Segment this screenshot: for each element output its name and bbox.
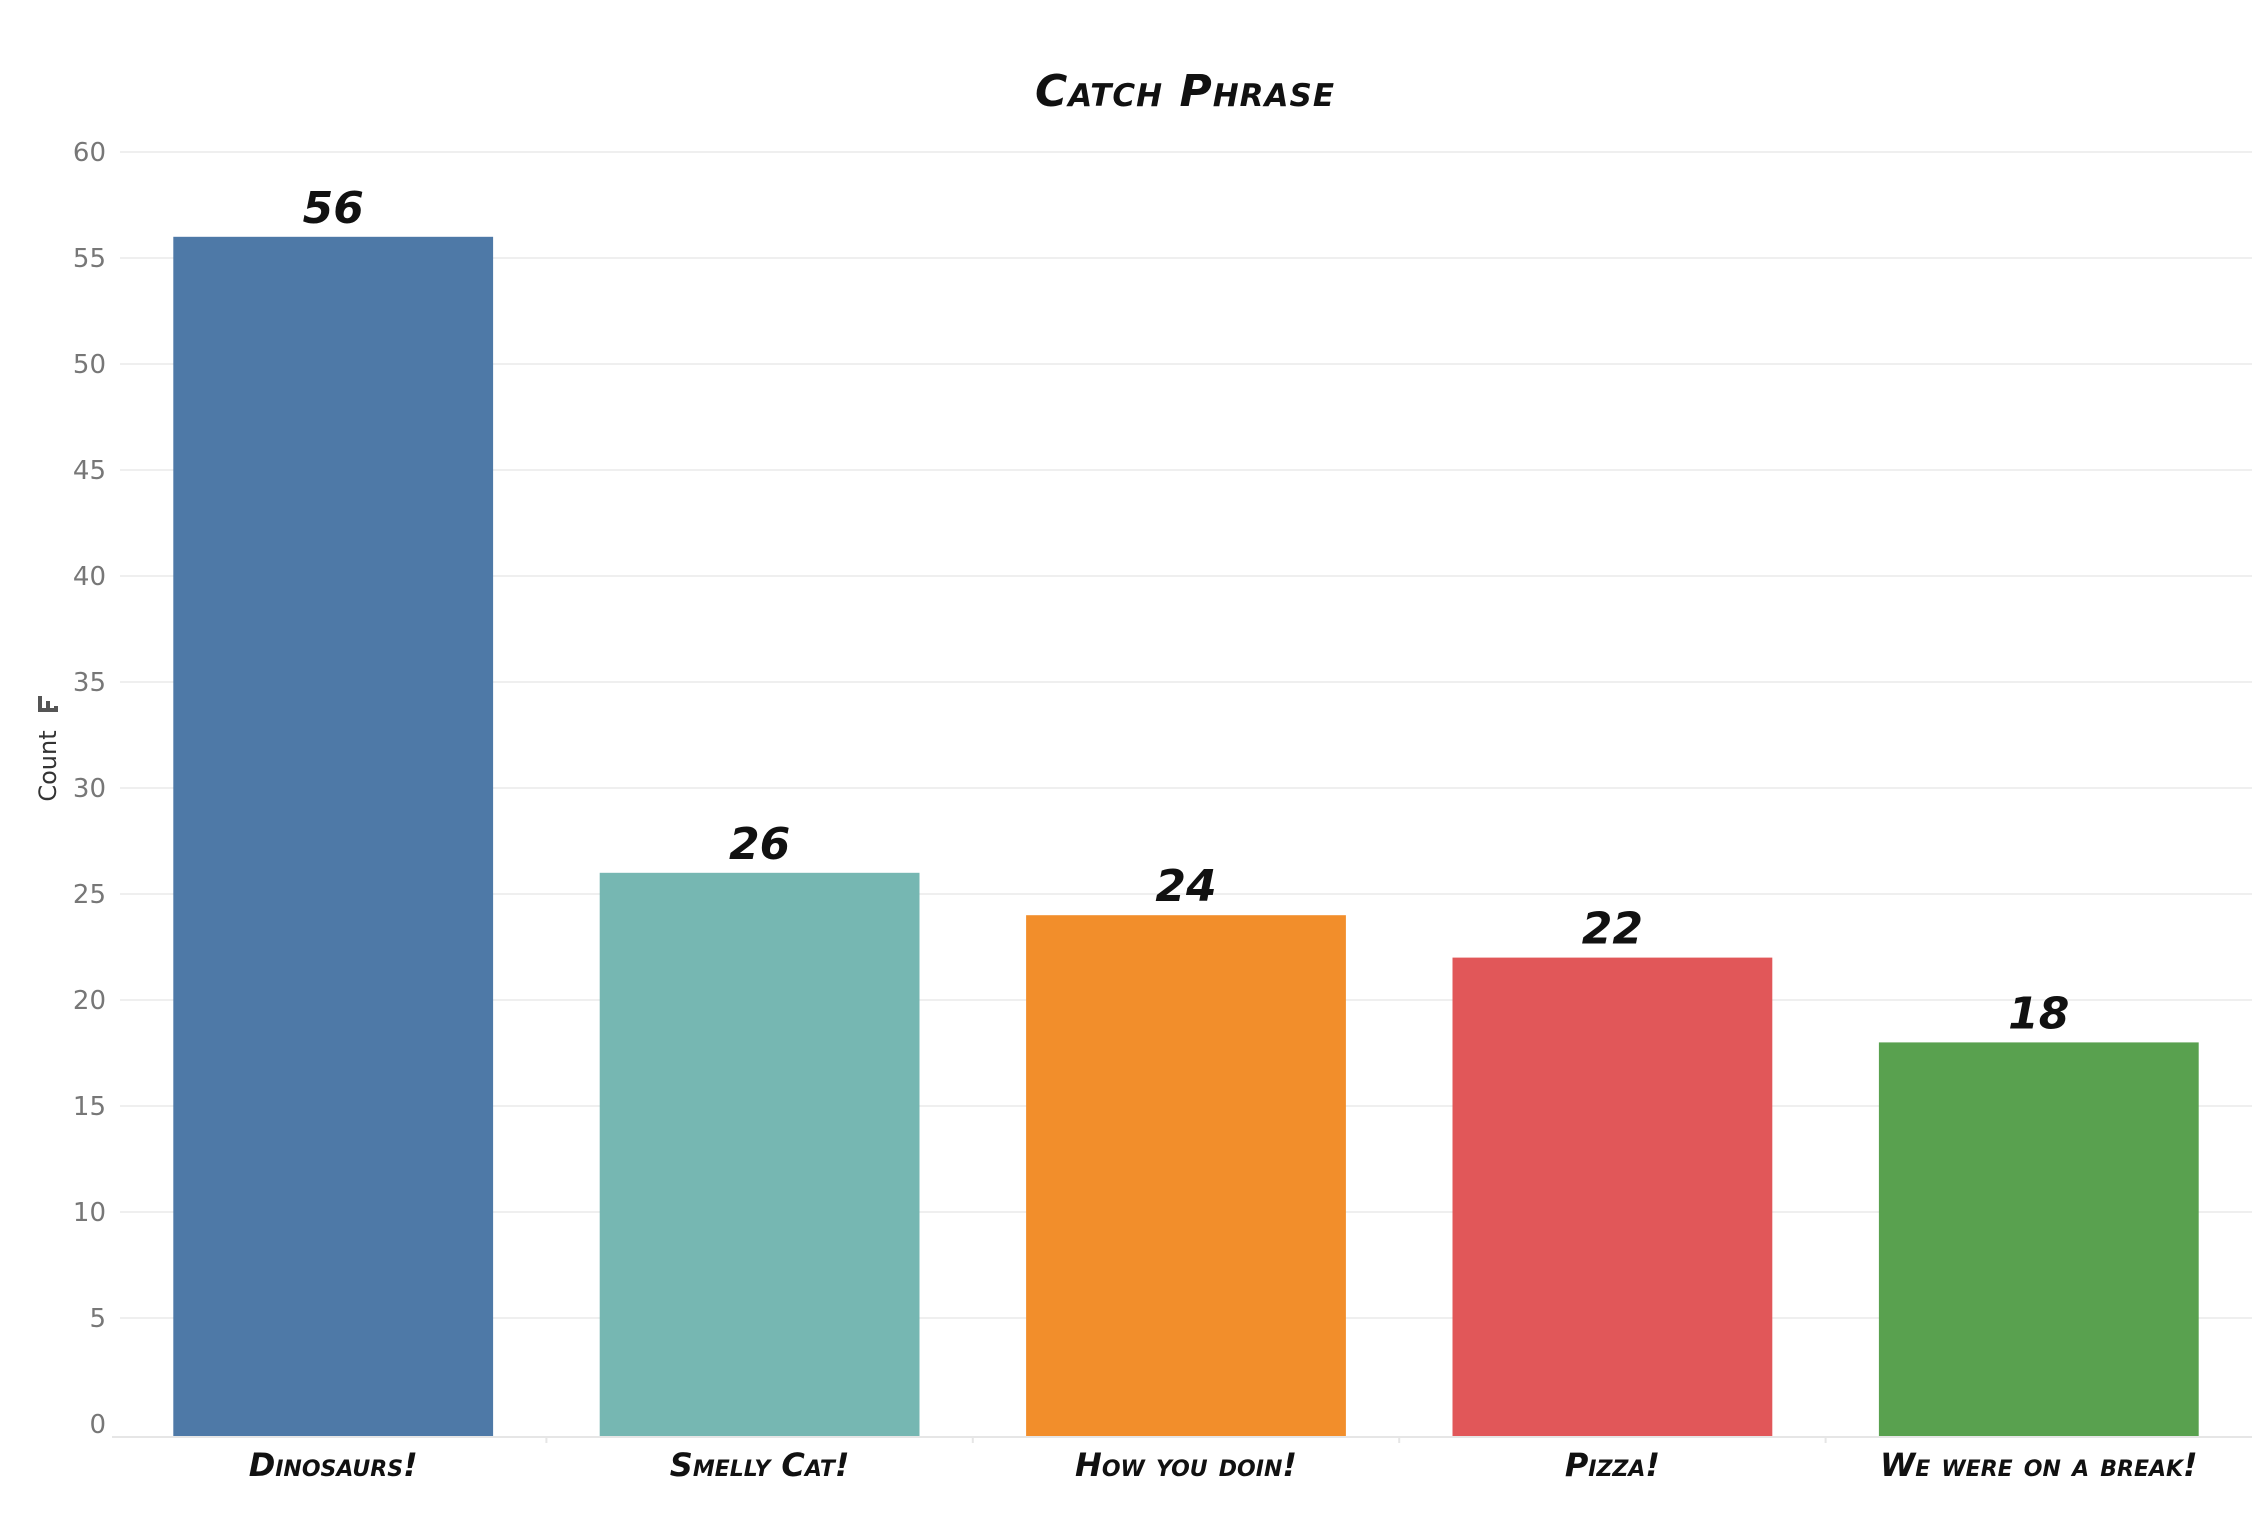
y-axis-title: Count: [34, 730, 62, 801]
y-tick-label: 55: [73, 244, 106, 274]
x-axis-labels: Dinosaurs! Smelly Cat! How you doin! Pizza!…: [249, 1437, 2198, 1484]
bar[interactable]: [1452, 957, 1773, 1437]
y-tick-label: 60: [73, 138, 106, 168]
y-axis-ticks: 0 5 10 15 20 25 30 35 40 45 50 55 60: [73, 138, 106, 1440]
y-tick-label: 10: [73, 1198, 106, 1228]
bars: [173, 236, 2199, 1437]
x-tick-label: Smelly Cat!: [670, 1446, 850, 1484]
bar-value-label: 26: [729, 819, 790, 870]
y-axis-title-group: Count: [34, 696, 62, 802]
y-tick-label: 50: [73, 350, 106, 380]
value-labels: 56 26 24 22 18: [303, 183, 2070, 1040]
bar[interactable]: [173, 236, 494, 1437]
x-tick-label: Pizza!: [1565, 1446, 1660, 1484]
y-tick-label: 45: [73, 456, 106, 486]
y-tick-label: 20: [73, 986, 106, 1016]
sort-icon[interactable]: [38, 696, 58, 712]
x-tick-label: We were on a break!: [1880, 1446, 2198, 1484]
bar-value-label: 24: [1155, 861, 1216, 912]
bar[interactable]: [1026, 915, 1346, 1437]
bar[interactable]: [1878, 1042, 2199, 1437]
y-tick-label: 0: [89, 1410, 106, 1440]
y-tick-label: 35: [73, 668, 106, 698]
x-tick-label: Dinosaurs!: [249, 1446, 418, 1484]
y-tick-label: 40: [73, 562, 106, 592]
y-tick-label: 30: [73, 774, 106, 804]
bar-value-label: 56: [303, 183, 364, 234]
chart-title: Catch Phrase: [1035, 66, 1335, 117]
bar-value-label: 22: [1582, 904, 1643, 955]
y-tick-label: 5: [89, 1304, 106, 1334]
y-tick-label: 25: [73, 880, 106, 910]
bar[interactable]: [599, 872, 920, 1437]
x-tick-label: How you doin!: [1075, 1446, 1297, 1484]
bar-value-label: 18: [2008, 988, 2069, 1039]
y-tick-label: 15: [73, 1092, 106, 1122]
